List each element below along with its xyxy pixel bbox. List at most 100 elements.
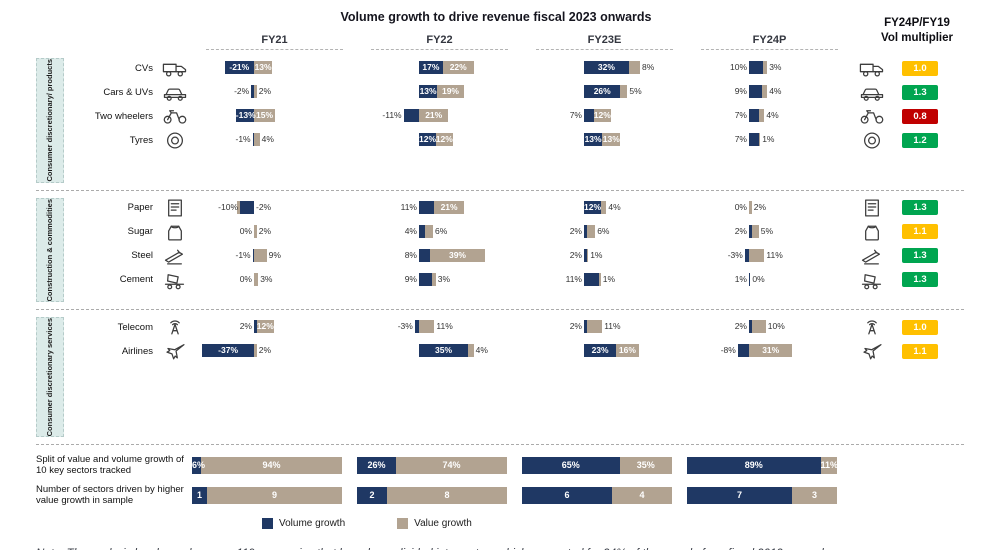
- bar-cell: -2% 2%: [192, 80, 357, 104]
- volume-growth-bar: [584, 272, 600, 286]
- sector-row: Cement 0% 3% 9% 3% 11% 1% 1% 0% 1.3: [64, 268, 948, 292]
- summary-row-label: Number of sectors driven by higher value…: [36, 484, 184, 507]
- bar-cell: 13% 13%: [522, 128, 687, 152]
- value-growth-bar: [586, 224, 596, 238]
- value-segment-label: 9: [271, 490, 277, 501]
- volume-segment-label: 7: [736, 490, 742, 501]
- volume-growth-label: 0%: [239, 225, 252, 236]
- multiplier-cell: 1.3: [892, 84, 948, 100]
- volume-growth-label: 13%: [419, 86, 437, 96]
- value-growth-bar: [254, 85, 257, 98]
- stacked-bar-cell: 89% 11%: [687, 450, 852, 480]
- value-growth-label: 5%: [629, 86, 642, 96]
- column-header-fy22: FY22: [357, 34, 522, 50]
- volume-growth-label: 12%: [584, 201, 602, 212]
- volume-segment: [357, 457, 396, 475]
- sector-icon-left: [158, 58, 192, 78]
- volume-growth-bar: [749, 61, 763, 74]
- volume-segment: [357, 487, 387, 505]
- bar-cell: -11% 21%: [357, 104, 522, 128]
- sector-icon-left: [158, 222, 192, 242]
- value-growth-label: 21%: [440, 201, 458, 212]
- sector-name: Steel: [131, 250, 153, 262]
- volume-growth-label: -1%: [235, 134, 251, 144]
- sector-row: Paper -10% -2% 11% 21% 12% 4% 0% 2% 1.3: [64, 196, 948, 220]
- truck-icon: [859, 58, 885, 78]
- sector-icon-right: [852, 130, 892, 150]
- multiplier-cell: 1.1: [892, 224, 948, 240]
- volume-growth-label: -2%: [234, 86, 250, 96]
- value-growth-bar: [616, 344, 639, 358]
- volume-growth-bar: [584, 200, 601, 214]
- volume-growth-bar: [419, 272, 432, 286]
- bar-cell: 26% 5%: [522, 80, 687, 104]
- volume-growth-label: -3%: [727, 249, 743, 260]
- multiplier-cell: 1.1: [892, 343, 948, 359]
- volume-segment: [192, 457, 201, 475]
- volume-growth-bar: [744, 248, 749, 262]
- volume-growth-bar: [584, 248, 587, 262]
- motorcycle-icon: [162, 106, 188, 126]
- volume-growth-bar: [419, 85, 438, 98]
- bar-cell: 4% 6%: [357, 220, 522, 244]
- value-growth-label: 39%: [448, 249, 466, 260]
- value-segment: [792, 487, 837, 505]
- bar-cell: 12% 4%: [522, 196, 687, 220]
- sector-icon-right: [852, 317, 892, 337]
- value-growth-label: 4%: [769, 86, 782, 96]
- column-header-fy24p: FY24P: [687, 34, 852, 50]
- multiplier-cell: 1.2: [892, 132, 948, 148]
- volume-growth-bar: [254, 320, 257, 334]
- volume-segment: [687, 457, 821, 475]
- value-growth-bar: [749, 200, 752, 214]
- bar-cell: -3% 11%: [357, 315, 522, 339]
- group-separator: [36, 309, 964, 311]
- vol-multiplier-badge: 1.0: [902, 60, 938, 76]
- volume-growth-label: -10%: [218, 201, 238, 212]
- group-rows: Telecom 2% 12% -3% 11% 2% 11% 2% 10% 1.0 Airlines -…: [64, 315, 948, 439]
- value-growth-label: 22%: [449, 62, 467, 72]
- summary-container: Split of value and volume growth of 10 k…: [36, 450, 1006, 510]
- volume-growth-bar: [419, 200, 435, 214]
- volume-segment-label: 2: [369, 490, 375, 501]
- sector-group: Consumer discretionary services Telecom 2%…: [36, 315, 948, 439]
- volume-growth-label: 35%: [434, 345, 452, 356]
- sector-icon-left: [158, 341, 192, 361]
- value-growth-bar: [599, 272, 601, 286]
- volume-growth-bar: [252, 133, 254, 146]
- sector-icon-right: [852, 246, 892, 266]
- cement-icon: [162, 270, 188, 290]
- bar-cell: -3% 11%: [687, 244, 852, 268]
- car-icon: [859, 82, 885, 102]
- sector-icon-right: [852, 82, 892, 102]
- value-growth-label: 2%: [258, 345, 272, 356]
- volume-growth-label: 2%: [569, 321, 582, 332]
- volume-growth-bar: [584, 224, 587, 238]
- volume-growth-label: 7%: [734, 134, 747, 144]
- value-growth-bar: [763, 61, 768, 74]
- legend-label-value: Value growth: [414, 518, 472, 530]
- bar-cell: 2% 11%: [522, 315, 687, 339]
- vol-multiplier-badge: 1.3: [902, 84, 938, 100]
- value-growth-label: 9%: [268, 249, 281, 260]
- group-label-text: Construction & commodities: [45, 198, 55, 302]
- value-growth-label: 3%: [260, 273, 273, 284]
- volume-growth-bar: [584, 320, 587, 334]
- volume-growth-label: 10%: [729, 62, 747, 72]
- volume-growth-label: -11%: [382, 110, 402, 120]
- stacked-bar-cell: 26% 74%: [357, 450, 522, 480]
- sector-name: Two wheelers: [94, 110, 153, 122]
- bar-cell: -10% -2%: [192, 196, 357, 220]
- volume-segment-label: 65%: [561, 460, 580, 471]
- volume-growth-bar: [419, 344, 468, 358]
- sector-group: Construction & commodities Paper -10% -2% 11…: [36, 196, 948, 305]
- vol-multiplier-badge: 1.3: [902, 248, 938, 264]
- bar-cell: 7% 12%: [522, 104, 687, 128]
- value-growth-bar: [628, 61, 640, 74]
- bar-cell: 2% 1%: [522, 244, 687, 268]
- volume-growth-label: 2%: [569, 249, 582, 260]
- group-separator: [36, 189, 964, 191]
- value-growth-bar: [761, 85, 768, 98]
- column-header-fy21: FY21: [192, 34, 357, 50]
- group-label: Construction & commodities: [36, 197, 64, 303]
